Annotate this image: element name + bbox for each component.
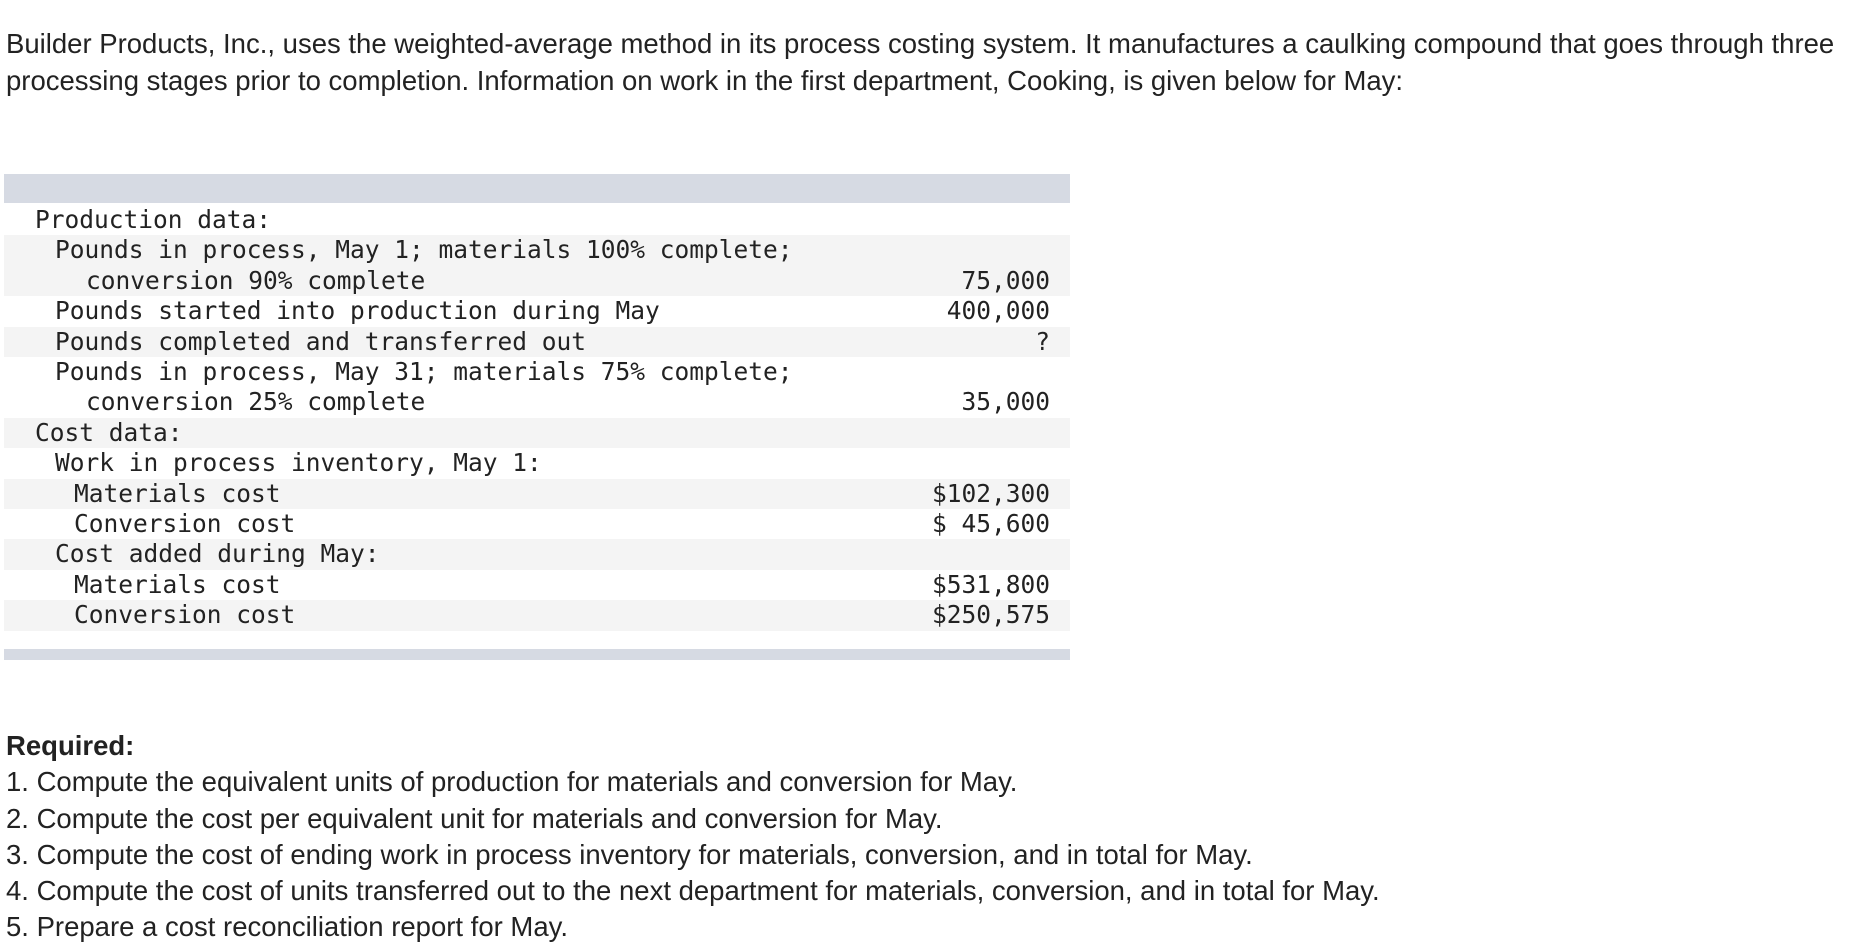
row-label: Conversion cost [74, 600, 295, 630]
required-title: Required: [6, 730, 135, 761]
row-value: $102,300 [931, 478, 1050, 508]
row-value: 35,000 [961, 387, 1050, 417]
row-label-line: Work in process inventory, May 1: [55, 448, 542, 478]
table-row: Conversion cost $250,575 [4, 600, 1070, 631]
table-row: Pounds started into production during Ma… [4, 296, 1070, 326]
table-row: Work in process inventory, May 1: [4, 448, 1070, 478]
row-label-line: Materials cost [74, 569, 281, 599]
table-row: Cost data: [4, 417, 1070, 449]
row-label-line: Production data: [35, 205, 272, 234]
row-label: Production data: [35, 205, 271, 235]
required-item-2: 2. Compute the cost per equivalent unit … [6, 802, 943, 834]
table-row: Materials cost $102,300 [4, 479, 1070, 509]
row-label: Work in process inventory, May 1: [55, 448, 542, 478]
row-label-line: Pounds in process, May 1; materials 100%… [55, 235, 793, 265]
row-label: Materials cost [74, 479, 281, 509]
row-value: ? [1035, 326, 1050, 356]
row-label-line: Cost added during May: [55, 539, 380, 569]
row-value: $531,800 [931, 569, 1050, 599]
row-label: Pounds completed and transferred out [55, 327, 586, 357]
row-label-line: Pounds started into production during Ma… [55, 296, 660, 326]
table-row: Production data: [4, 205, 1070, 235]
required-item-4: 4. Compute the cost of units transferred… [6, 875, 1380, 907]
required-item-1: 1. Compute the equivalent units of produ… [6, 766, 1018, 798]
table-header-bar [4, 174, 1070, 203]
table-row: Conversion cost $ 45,600 [4, 509, 1070, 539]
table-rows: Production data: Pounds in process, May 1… [4, 203, 1070, 631]
required-item-5: 5. Prepare a cost reconciliation report … [6, 911, 568, 943]
table-row: Materials cost $531,800 [4, 570, 1070, 600]
row-label-line: conversion 90% complete [86, 265, 426, 295]
table-row: Pounds completed and transferred out? [4, 327, 1070, 357]
required-item-3: 3. Compute the cost of ending work in pr… [6, 838, 1253, 870]
table-row: Cost added during May: [4, 539, 1070, 570]
problem-intro: Builder Products, Inc., uses the weighte… [6, 28, 1835, 96]
required-section: Required: 1. Compute the equivalent unit… [6, 728, 1846, 946]
row-label: Cost added during May: [55, 539, 380, 569]
row-label-line: Conversion cost [74, 508, 296, 538]
table-row: Pounds in process, May 1; materials 100%… [4, 235, 1070, 297]
row-label-line: conversion 25% complete [86, 387, 426, 417]
row-value: 75,000 [961, 265, 1050, 295]
row-label: Materials cost [74, 570, 281, 600]
row-label: Cost data: [35, 418, 183, 448]
row-label-line: Conversion cost [74, 600, 296, 630]
row-label: Pounds in process, May 1; materials 100%… [55, 235, 793, 296]
row-label-line: Pounds in process, May 31; materials 75%… [55, 356, 793, 386]
row-value: $ 45,600 [931, 508, 1050, 538]
row-label: Pounds in process, May 31; materials 75%… [55, 357, 793, 418]
production-cost-data-table: Production data: Pounds in process, May 1… [4, 174, 1070, 660]
row-label: Conversion cost [74, 509, 295, 539]
row-label-line: Cost data: [35, 417, 183, 447]
row-label: Pounds started into production during Ma… [55, 296, 660, 326]
row-label-line: Materials cost [74, 478, 281, 508]
table-footer-bar [4, 648, 1070, 660]
row-value: 400,000 [946, 296, 1050, 326]
row-label-line: Pounds completed and transferred out [55, 326, 587, 356]
row-value: $250,575 [931, 600, 1050, 630]
table-row: Pounds in process, May 31; materials 75%… [4, 357, 1070, 418]
